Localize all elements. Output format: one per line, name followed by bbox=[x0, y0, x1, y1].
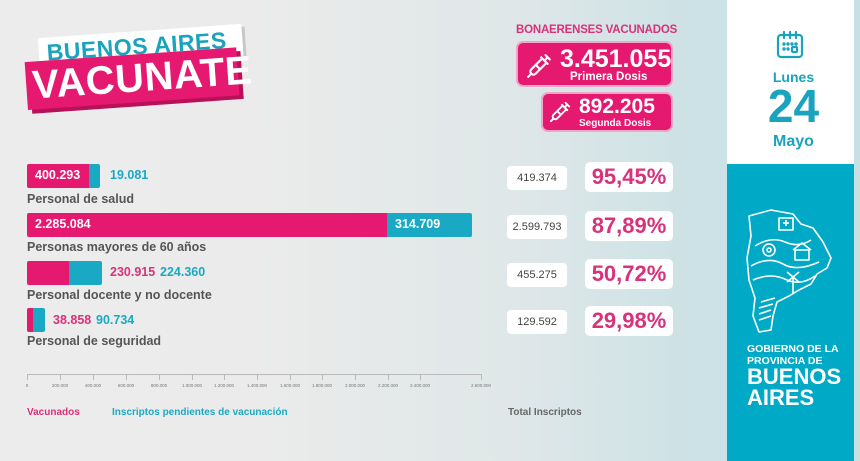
x-tick-label: 0 bbox=[25, 383, 29, 388]
x-tick-label: 2.400.000 bbox=[409, 383, 431, 388]
bar-row-docente bbox=[27, 261, 102, 285]
bar-pending bbox=[33, 308, 45, 332]
gov-line3: BUENOS bbox=[747, 364, 842, 389]
gov-line4: AIRES bbox=[747, 385, 815, 410]
x-tick-label: 2.600.000 bbox=[470, 383, 492, 388]
x-tick-label: 800.000 bbox=[150, 383, 168, 388]
x-tick-label: 600.000 bbox=[117, 383, 135, 388]
bar-vaccinated bbox=[27, 308, 33, 332]
month: Mayo bbox=[773, 133, 814, 150]
x-axis bbox=[27, 374, 482, 375]
total-registered: 455.275 bbox=[507, 263, 567, 287]
pending-value: 19.081 bbox=[110, 168, 149, 182]
panel-edge bbox=[854, 0, 860, 461]
date-panel: Lunes 24 Mayo bbox=[727, 0, 860, 164]
vaccinated-value: 38.858 bbox=[53, 313, 92, 327]
percent-vaccinated: 29,98% bbox=[585, 306, 673, 336]
percent-vaccinated: 87,89% bbox=[585, 211, 673, 241]
x-tick-label: 1.400.000 bbox=[246, 383, 268, 388]
bar-pending bbox=[69, 261, 102, 285]
pending-value: 224.360 bbox=[160, 265, 206, 279]
province-map-icon bbox=[746, 209, 832, 333]
x-tick-label: 400.000 bbox=[84, 383, 102, 388]
calendar-icon bbox=[776, 30, 804, 59]
first-dose-value: 3.451.055 bbox=[560, 45, 672, 73]
x-tick-label: 200.000 bbox=[51, 383, 69, 388]
campaign-logo: BUENOS AIRES VACUNATE bbox=[24, 23, 254, 113]
category-label: Personal de seguridad bbox=[27, 334, 162, 348]
x-tick-label: 1.000.000 bbox=[181, 383, 203, 388]
category-label: Personal docente y no docente bbox=[27, 288, 212, 302]
summary-title: BONAERENSES VACUNADOS bbox=[516, 24, 678, 36]
category-label: Personal de salud bbox=[27, 192, 134, 206]
second-dose-card: 892.205 Segunda Dosis bbox=[541, 92, 673, 132]
x-tick-label: 1.200.000 bbox=[213, 383, 235, 388]
legend-vaccinated: Vacunados bbox=[27, 407, 80, 418]
legend-pending: Inscriptos pendientes de vacunación bbox=[112, 407, 288, 418]
total-registered: 129.592 bbox=[507, 310, 567, 334]
total-registered: 2.599.793 bbox=[507, 215, 567, 239]
syringe-icon bbox=[527, 54, 551, 78]
x-tick-label: 2.000.000 bbox=[344, 383, 366, 388]
x-tick-label: 1.600.000 bbox=[279, 383, 301, 388]
x-tick-label: 1.800.000 bbox=[311, 383, 333, 388]
gov-line2: PROVINCIA DE bbox=[747, 355, 823, 367]
category-label: Personas mayores de 60 años bbox=[27, 240, 207, 254]
total-registered: 419.374 bbox=[507, 166, 567, 190]
pending-value: 90.734 bbox=[96, 313, 135, 327]
percent-vaccinated: 95,45% bbox=[585, 162, 673, 192]
government-panel: GOBIERNO DE LA PROVINCIA DE BUENOS AIRES bbox=[727, 164, 854, 461]
x-tick-label: 2.200.000 bbox=[377, 383, 399, 388]
bar-row-personal-salud: 400.293 bbox=[27, 164, 100, 188]
bar-pending bbox=[89, 164, 100, 188]
gov-line1: GOBIERNO DE LA bbox=[747, 343, 839, 355]
second-dose-label: Segunda Dosis bbox=[579, 118, 652, 129]
vaccination-dashboard: BUENOS AIRES VACUNATE BONAERENSES VACUNA… bbox=[24, 23, 678, 418]
bar-row-seguridad bbox=[27, 308, 45, 332]
first-dose-card: 3.451.055 Primera Dosis bbox=[516, 41, 673, 87]
second-dose-value: 892.205 bbox=[579, 95, 655, 118]
percent-vaccinated: 50,72% bbox=[585, 259, 673, 289]
bar-row-mayores-60: 2.285.084 314.709 bbox=[27, 213, 472, 237]
bar-pending: 314.709 bbox=[387, 213, 472, 237]
weekday: Lunes bbox=[772, 69, 815, 85]
bar-vaccinated: 2.285.084 bbox=[27, 213, 387, 237]
legend-total: Total Inscriptos bbox=[508, 407, 582, 418]
syringe-icon bbox=[549, 101, 571, 123]
first-dose-label: Primera Dosis bbox=[570, 71, 648, 83]
vaccinated-value: 230.915 bbox=[110, 265, 156, 279]
day-number: 24 bbox=[767, 80, 820, 132]
bar-vaccinated bbox=[27, 261, 69, 285]
bar-vaccinated: 400.293 bbox=[27, 164, 89, 188]
